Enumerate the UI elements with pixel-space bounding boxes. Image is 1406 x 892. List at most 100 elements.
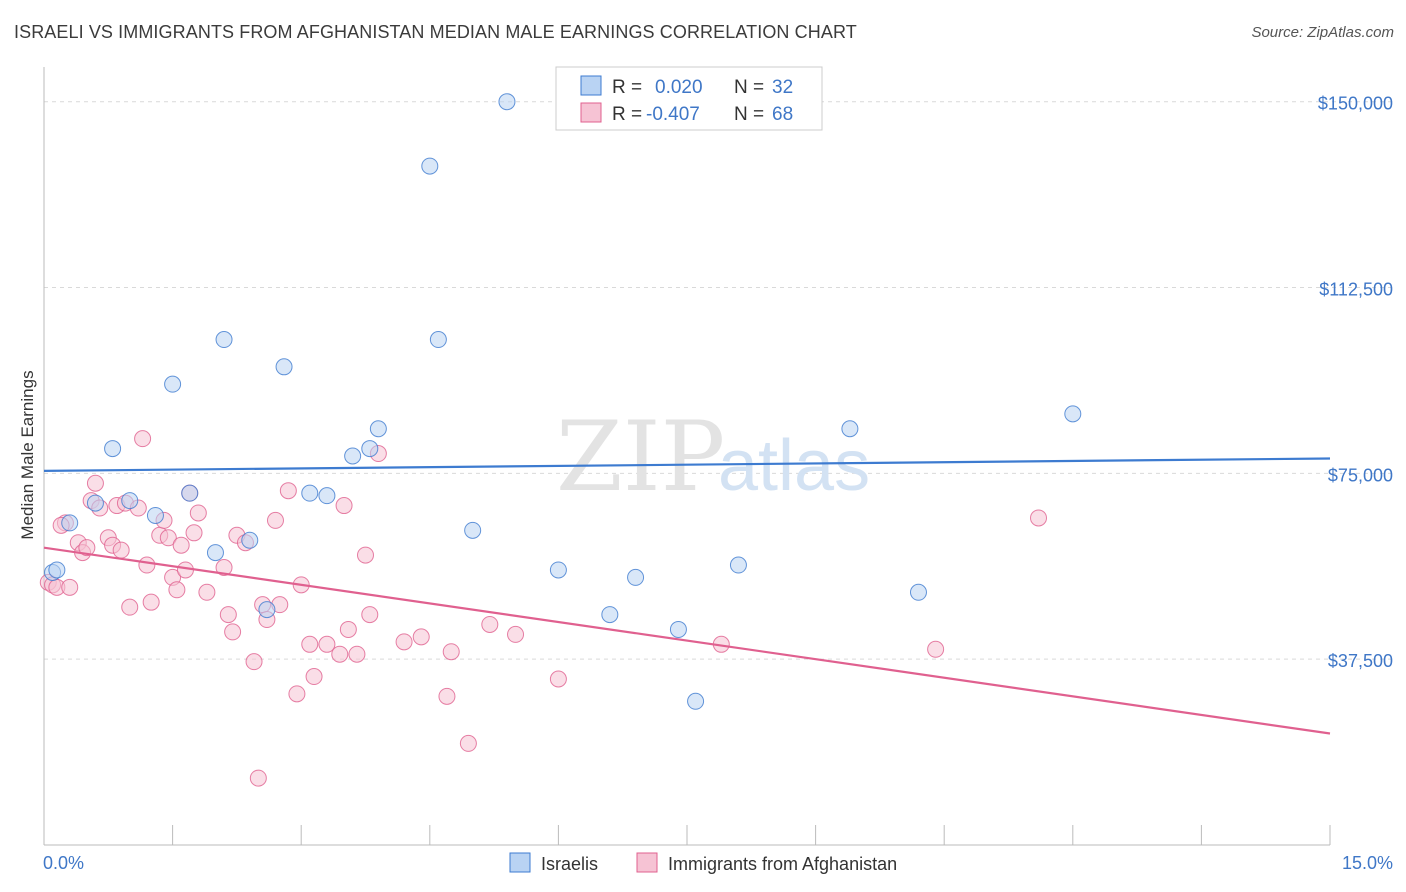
point-israelis-20 [429,331,447,349]
point-israelis-31 [1064,405,1082,423]
point-israelis-4 [104,440,122,458]
watermark-atlas: atlas [718,426,870,506]
legend-swatch-pink [580,102,602,123]
point-afghanistan-30 [189,504,207,522]
point-israelis-23 [549,561,567,579]
point-israelis-2 [61,514,79,532]
point-afghanistan-50 [335,497,353,515]
points-israelis [44,93,1082,710]
point-afghanistan-54 [361,606,379,624]
point-israelis-29 [841,420,859,438]
point-afghanistan-33 [219,606,237,624]
point-afghanistan-63 [549,670,567,688]
bottom-legend-swatch-afghanistan [636,852,658,873]
legend-n-value-2: 68 [772,104,793,125]
point-israelis-1 [48,561,66,579]
legend-n-label-2: N = [734,104,764,125]
point-afghanistan-56 [395,633,413,651]
x-tick-label-right: 15.0% [1342,853,1393,873]
point-afghanistan-60 [459,734,477,752]
point-afghanistan-47 [305,668,323,686]
point-israelis-22 [498,93,516,111]
point-afghanistan-58 [438,687,456,705]
point-afghanistan-32 [215,558,233,576]
trend-line-afghanistan [43,546,1331,735]
point-afghanistan-34 [224,623,242,641]
point-israelis-27 [687,692,705,710]
point-israelis-26 [669,620,687,638]
watermark: ZIP atlas [556,401,870,513]
y-axis-label: Median Male Earnings [18,370,37,539]
x-tick-label-left: 0.0% [43,853,84,873]
legend-r-label-2: R = [612,104,642,125]
axes [43,67,1331,846]
bottom-legend-swatch-israelis [509,852,531,873]
point-israelis-25 [627,568,645,586]
legend-box: R = 0.020 N = 32 R = -0.407 N = 68 [555,66,823,131]
point-afghanistan-14 [112,541,130,559]
y-tick-label-3: $37,500 [1328,651,1393,671]
legend-r-value-1: 0.020 [655,77,703,98]
point-israelis-21 [464,521,482,539]
y-tick-label-1: $112,500 [1319,280,1393,300]
point-afghanistan-4 [61,578,79,596]
point-israelis-24 [601,606,619,624]
point-afghanistan-57 [412,628,430,646]
legend-r-value-2: -0.407 [646,104,700,125]
point-israelis-19 [421,157,439,175]
chart-title: ISRAELI VS IMMIGRANTS FROM AFGHANISTAN M… [14,22,857,42]
point-afghanistan-9 [86,474,104,492]
point-israelis-7 [164,375,182,393]
point-israelis-15 [318,487,336,505]
point-afghanistan-26 [172,536,190,554]
point-israelis-13 [275,358,293,376]
point-israelis-18 [369,420,387,438]
point-afghanistan-61 [481,615,499,633]
point-afghanistan-52 [348,645,366,663]
point-afghanistan-18 [134,430,152,448]
point-afghanistan-20 [142,593,160,611]
legend-swatch-blue [580,75,602,96]
trend-line-israelis [43,457,1331,472]
source-label: Source: ZipAtlas.com [1251,24,1394,41]
point-afghanistan-59 [442,643,460,661]
points-immigrants-afghanistan [39,430,1048,787]
point-afghanistan-16 [121,598,139,616]
y-tick-labels: $150,000 $112,500 $75,000 $37,500 [1318,94,1393,671]
point-afghanistan-29 [185,524,203,542]
point-afghanistan-49 [331,645,349,663]
y-tick-label-2: $75,000 [1328,465,1393,485]
point-afghanistan-38 [249,769,267,787]
legend-n-label-1: N = [734,77,764,98]
point-afghanistan-23 [159,529,177,547]
point-israelis-10 [215,331,233,349]
point-afghanistan-66 [1030,509,1048,527]
point-afghanistan-65 [927,640,945,658]
point-afghanistan-62 [507,625,525,643]
bottom-legend-israelis: Israelis [541,854,598,874]
point-israelis-16 [344,447,362,465]
point-afghanistan-7 [78,539,96,557]
point-afghanistan-53 [357,546,374,564]
point-afghanistan-19 [138,556,156,574]
point-israelis-9 [206,544,224,562]
point-israelis-8 [181,484,199,502]
bottom-legend: Israelis Immigrants from Afghanistan [509,852,897,874]
point-afghanistan-41 [266,511,284,529]
point-afghanistan-37 [245,653,263,671]
gridlines [44,101,1393,660]
watermark-zip: ZIP [556,401,725,513]
point-afghanistan-51 [339,620,357,638]
point-israelis-14 [301,484,319,502]
point-afghanistan-48 [318,635,336,653]
point-israelis-5 [121,492,139,510]
point-israelis-12 [258,601,276,619]
point-israelis-30 [909,583,927,601]
legend-n-value-1: 32 [772,77,793,98]
point-israelis-17 [361,440,379,458]
point-israelis-6 [146,506,164,524]
point-afghanistan-43 [279,482,297,500]
point-afghanistan-31 [198,583,216,601]
point-afghanistan-44 [288,685,306,703]
